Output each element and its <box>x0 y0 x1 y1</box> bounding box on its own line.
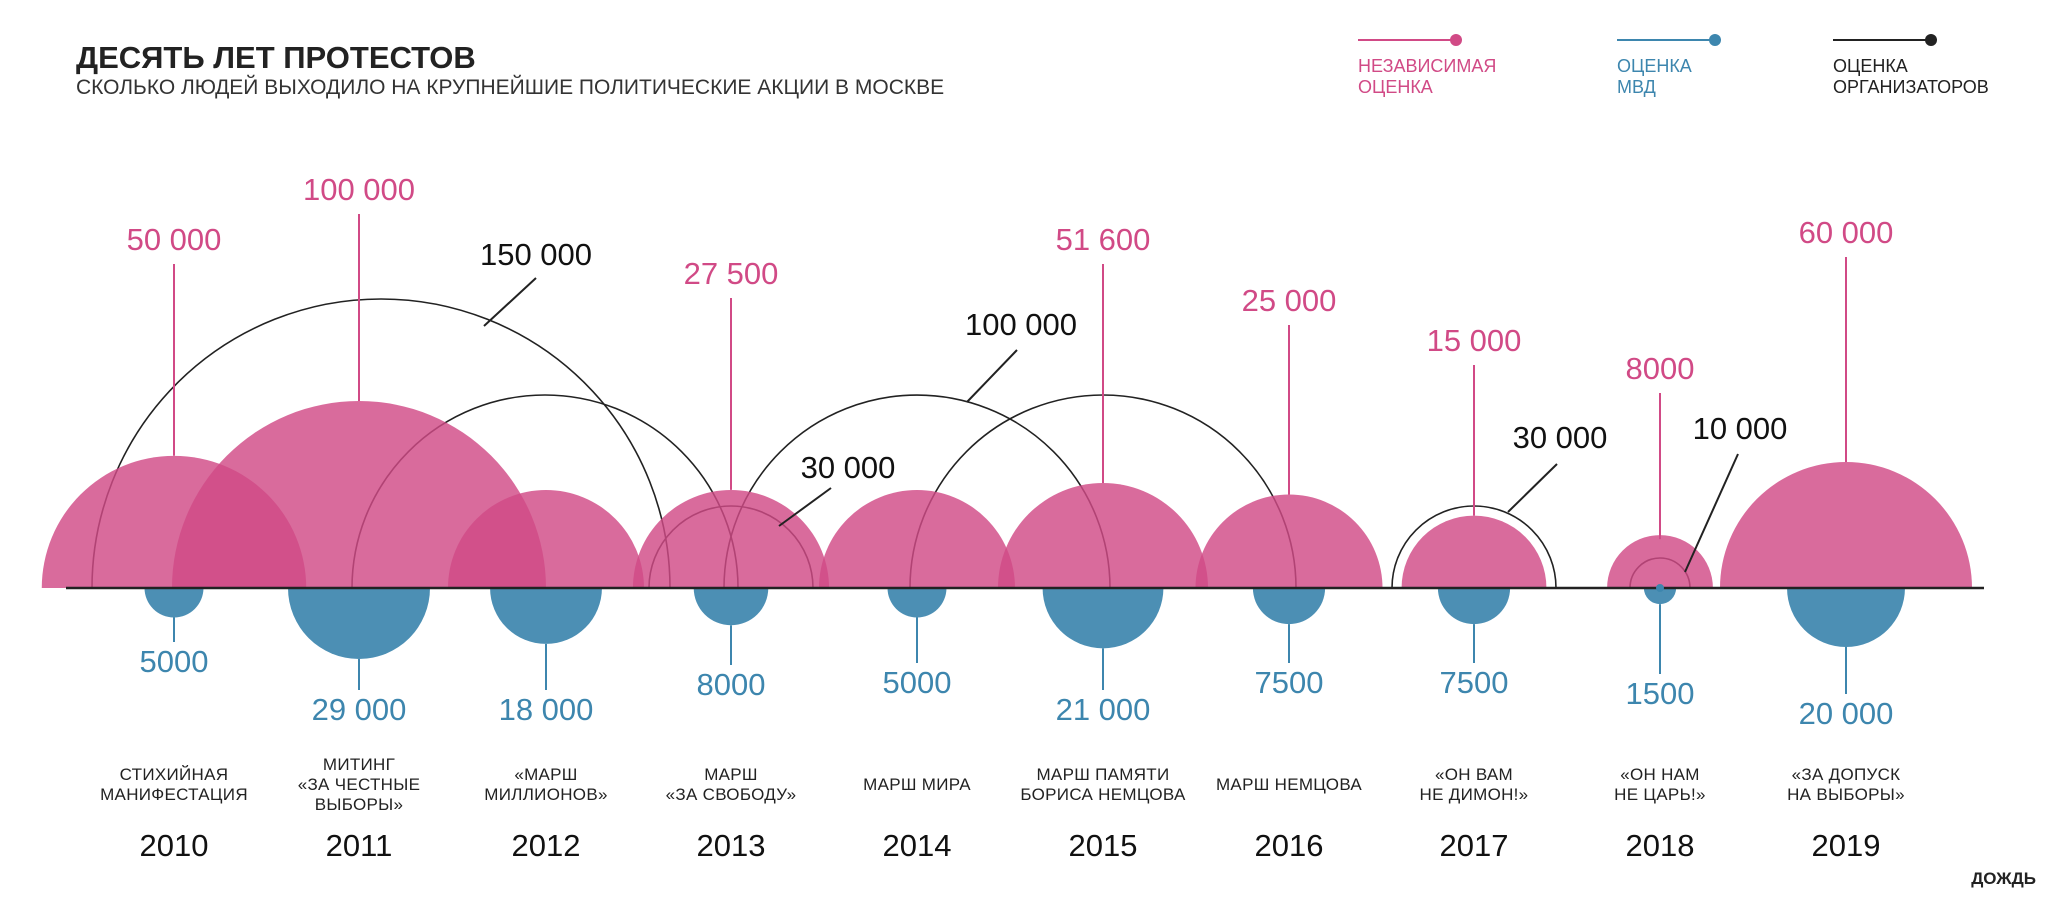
independent-bubble-2015 <box>998 483 1208 588</box>
police-bubble-2010 <box>144 588 204 618</box>
organizer-label-2018: 10 000 <box>1693 411 1788 446</box>
legend-label-organizers-line-2: ОРГАНИЗАТОРОВ <box>1833 77 1989 97</box>
police-bubble-2017 <box>1437 588 1511 625</box>
police-bubble-2011 <box>288 588 430 659</box>
event-name-2019-line-2: НА ВЫБОРЫ» <box>1787 785 1905 804</box>
independent-bubbles <box>41 401 1972 588</box>
police-label-2010: 5000 <box>140 644 209 679</box>
police-bubble-2015 <box>1042 588 1164 649</box>
police-label-2014: 5000 <box>883 665 952 700</box>
organizer-leader-2014 <box>966 349 1018 403</box>
organizer-label-2011: 150 000 <box>480 237 592 272</box>
year-label-2014: 2014 <box>883 828 952 863</box>
event-name-2010-line-2: МАНИФЕСТАЦИЯ <box>100 785 248 804</box>
legend-label-independent-line-2: ОЦЕНКА <box>1358 77 1433 97</box>
legend-label-independent-line-1: НЕЗАВИСИМАЯ <box>1358 56 1496 76</box>
legend: НЕЗАВИСИМАЯОЦЕНКАОЦЕНКАМВДОЦЕНКАОРГАНИЗА… <box>1358 34 1989 97</box>
organizer-label-2014: 100 000 <box>965 307 1077 342</box>
independent-label-2013: 27 500 <box>684 256 779 291</box>
year-label-2010: 2010 <box>140 828 209 863</box>
independent-bubble-2012 <box>448 490 644 588</box>
event-name-2012-line-1: «МАРШ <box>514 765 577 784</box>
event-name-2017-line-2: НЕ ДИМОН!» <box>1420 785 1529 804</box>
independent-label-2016: 25 000 <box>1242 283 1337 318</box>
event-name-2017-line-1: «ОН ВАМ <box>1435 765 1513 784</box>
police-label-2012: 18 000 <box>499 692 594 727</box>
independent-label-2011: 100 000 <box>303 172 415 207</box>
independent-bubble-2019 <box>1720 462 1972 588</box>
value-labels: 50 000 5000 100 000 29 000 150 000 18 000 27 5… <box>127 172 1894 731</box>
independent-label-2010: 50 000 <box>127 222 222 257</box>
event-name-2011-line-1: МИТИНГ <box>323 755 395 774</box>
police-bubble-2018 <box>1643 588 1677 605</box>
event-name-2019-line-1: «ЗА ДОПУСК <box>1792 765 1901 784</box>
police-bubble-2019 <box>1787 588 1905 647</box>
year-label-2011: 2011 <box>326 828 393 863</box>
independent-bubble-2018 <box>1607 535 1713 588</box>
organizer-arc-2011 <box>91 298 671 589</box>
police-label-2015: 21 000 <box>1056 692 1151 727</box>
event-name-2016-line-1: МАРШ НЕМЦОВА <box>1216 775 1362 794</box>
event-name-2015-line-1: МАРШ ПАМЯТИ <box>1036 765 1169 784</box>
year-label-2019: 2019 <box>1812 828 1881 863</box>
event-name-2015-line-2: БОРИСА НЕМЦОВА <box>1020 785 1186 804</box>
year-label-2012: 2012 <box>512 828 581 863</box>
independent-bubble-2014 <box>819 490 1015 588</box>
police-bubble-2012 <box>490 588 602 644</box>
year-label-2016: 2016 <box>1255 828 1324 863</box>
event-name-2013-line-2: «ЗА СВОБОДУ» <box>666 785 797 804</box>
police-label-2018: 1500 <box>1626 676 1695 711</box>
police-bubbles <box>144 588 1905 659</box>
organizer-leader-2018 <box>1684 453 1739 573</box>
legend-label-police-line-2: МВД <box>1617 77 1656 97</box>
police-label-2016: 7500 <box>1255 665 1324 700</box>
logo: ДОЖДЬ <box>1971 869 2036 888</box>
police-label-2019: 20 000 <box>1799 696 1894 731</box>
independent-label-2015: 51 600 <box>1056 222 1151 257</box>
organizer-leader-2011 <box>483 277 537 327</box>
independent-label-2018: 8000 <box>1626 351 1695 386</box>
organizer-leader-2017 <box>1507 463 1558 513</box>
event-name-2018-line-2: НЕ ЦАРЬ!» <box>1614 785 1706 804</box>
year-label-2018: 2018 <box>1626 828 1695 863</box>
legend-dot-police <box>1709 34 1721 46</box>
event-name-2013-line-1: МАРШ <box>704 765 758 784</box>
year-label-2013: 2013 <box>697 828 766 863</box>
page-title: ДЕСЯТЬ ЛЕТ ПРОТЕСТОВ <box>76 40 476 75</box>
legend-label-police-line-1: ОЦЕНКА <box>1617 56 1692 76</box>
independent-label-2017: 15 000 <box>1427 323 1522 358</box>
police-bubble-2014 <box>887 588 947 618</box>
police-label-2017: 7500 <box>1440 665 1509 700</box>
event-name-2018-line-1: «ОН НАМ <box>1620 765 1700 784</box>
legend-dot-organizers <box>1925 34 1937 46</box>
organizer-label-2017: 30 000 <box>1513 420 1608 455</box>
event-name-2014-line-1: МАРШ МИРА <box>863 775 971 794</box>
event-name-2011-line-2: «ЗА ЧЕСТНЫЕ <box>298 775 421 794</box>
organizer-label-2013: 30 000 <box>801 450 896 485</box>
police-bubble-2016 <box>1252 588 1326 625</box>
legend-dot-independent <box>1450 34 1462 46</box>
independent-bubble-2011 <box>172 401 546 588</box>
leader-lines <box>173 214 1847 694</box>
independent-bubble-2013 <box>632 490 830 588</box>
police-dot-2018 <box>1656 584 1664 592</box>
year-label-2017: 2017 <box>1440 828 1509 863</box>
event-name-2012-line-2: МИЛЛИОНОВ» <box>484 785 607 804</box>
police-bubble-2013 <box>693 588 769 626</box>
event-name-2010-line-1: СТИХИЙНАЯ <box>120 765 229 784</box>
police-label-2013: 8000 <box>697 667 766 702</box>
year-label-2015: 2015 <box>1069 828 1138 863</box>
independent-bubble-2017 <box>1401 515 1547 588</box>
legend-label-organizers-line-1: ОЦЕНКА <box>1833 56 1908 76</box>
event-name-2011-line-3: ВЫБОРЫ» <box>315 795 404 814</box>
page-subtitle: СКОЛЬКО ЛЮДЕЙ ВЫХОДИЛО НА КРУПНЕЙШИЕ ПОЛ… <box>76 75 944 99</box>
independent-label-2019: 60 000 <box>1799 215 1894 250</box>
organizer-leader-2013 <box>778 487 832 527</box>
police-label-2011: 29 000 <box>312 692 407 727</box>
independent-bubble-2016 <box>1195 494 1383 588</box>
